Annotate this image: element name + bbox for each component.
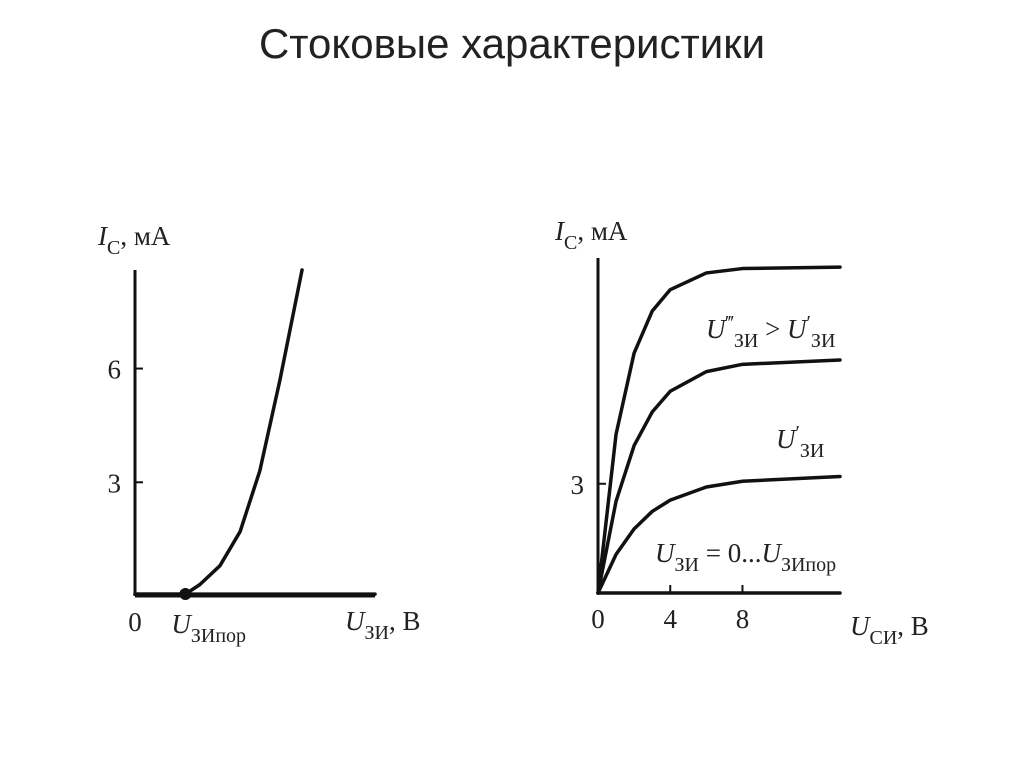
text-part: U	[850, 611, 871, 641]
text-part: = 0...	[699, 538, 761, 568]
text-part: U	[787, 314, 808, 344]
curve	[133, 268, 304, 596]
annotation: U′ЗИ	[776, 422, 824, 462]
text-part: U	[171, 609, 192, 639]
text-part: U	[706, 314, 727, 344]
text-part: U	[761, 538, 782, 568]
text-part: I	[97, 221, 109, 251]
text-part: ЗИ	[675, 554, 699, 576]
x-tick-label: 4	[663, 604, 677, 634]
text-part: СИ	[870, 627, 898, 649]
text-part: , В	[389, 606, 421, 636]
text-part: ЗИ	[811, 330, 835, 352]
text-part: ЗИпор	[191, 625, 246, 647]
text-part: ЗИ	[734, 330, 758, 352]
y-tick-label: 6	[108, 355, 122, 385]
text-part: , мА	[120, 221, 171, 251]
text-part: , В	[897, 611, 929, 641]
x-tick-label: 8	[736, 604, 750, 634]
x-axis-label: UСИ, В	[850, 611, 929, 649]
slide-title: Стоковые характеристики	[259, 20, 765, 67]
curve	[596, 358, 842, 595]
x-axis-label: UЗИ, В	[345, 606, 420, 644]
text-part: I	[554, 216, 566, 246]
threshold-marker	[179, 588, 192, 600]
x-tick-label: UЗИпор	[171, 609, 246, 647]
annotation: UЗИ = 0...UЗИпор	[655, 538, 836, 576]
y-axis-label: IС, мА	[97, 221, 171, 259]
text-part: , мА	[577, 216, 628, 246]
text-part: U	[345, 606, 366, 636]
text-part: U	[655, 538, 676, 568]
text-part: ′	[807, 312, 811, 334]
curve	[596, 474, 842, 595]
curve	[596, 265, 842, 595]
y-tick-label: 3	[571, 470, 585, 500]
text-part: ЗИ	[365, 622, 389, 644]
y-tick-label: 3	[108, 468, 122, 498]
text-part: С	[564, 232, 577, 254]
text-part: ЗИпор	[781, 554, 836, 576]
text-part: U	[776, 424, 797, 454]
text-part: ‴	[726, 312, 735, 334]
annotation: U‴ЗИ > U′ЗИ	[706, 312, 835, 352]
y-axis-label: IС, мА	[554, 216, 628, 254]
text-part: >	[758, 314, 787, 344]
text-part: С	[107, 237, 120, 259]
x-tick-label: 0	[128, 607, 142, 637]
text-part: ′	[796, 422, 800, 444]
text-part: ЗИ	[800, 440, 824, 462]
x-tick-label: 0	[591, 604, 605, 634]
